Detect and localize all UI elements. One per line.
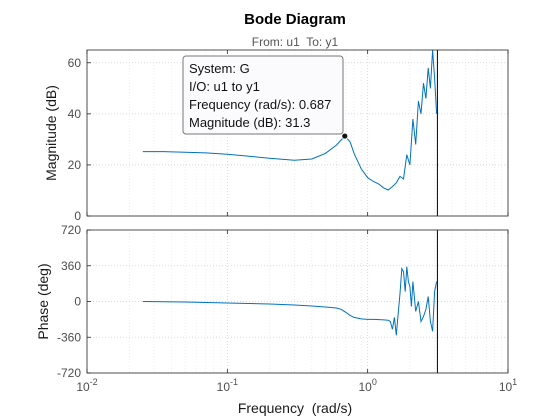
magnitude-y-tick-label: 60 xyxy=(68,56,82,70)
magnitude-y-tick-label: 40 xyxy=(68,107,82,121)
phase-panel: -720 -360 0 360 720 Phase (deg) xyxy=(35,223,508,380)
chart-subtitle: From: u1 To: y1 xyxy=(252,35,339,49)
datatip-line: I/O: u1 to y1 xyxy=(189,79,260,94)
datatip-marker xyxy=(342,133,348,139)
x-tick-label: 100 xyxy=(358,377,376,394)
phase-y-tick-label: 0 xyxy=(74,295,81,309)
magnitude-y-axis-label: Magnitude (dB) xyxy=(43,85,59,181)
datatip-line: System: G xyxy=(189,61,250,76)
phase-y-tick-label: 360 xyxy=(61,259,81,273)
datatip-line: Frequency (rad/s): 0.687 xyxy=(189,97,331,112)
phase-y-tick-label: -720 xyxy=(57,366,81,380)
magnitude-y-tick-label: 20 xyxy=(68,158,82,172)
phase-y-tick-label: -360 xyxy=(57,330,81,344)
chart-title: Bode Diagram xyxy=(244,11,346,28)
x-tick-label: 10-2 xyxy=(76,377,97,394)
phase-y-tick-label: 720 xyxy=(61,223,81,237)
magnitude-y-tick-label: 0 xyxy=(74,209,81,223)
datatip-line: Magnitude (dB): 31.3 xyxy=(189,115,310,130)
phase-y-axis-label: Phase (deg) xyxy=(35,263,51,339)
x-tick-label: 101 xyxy=(499,377,517,394)
x-axis-label: Frequency (rad/s) xyxy=(238,400,352,416)
datatip: System: G I/O: u1 to y1 Frequency (rad/s):… xyxy=(183,56,348,139)
plot-layer: 0 20 40 60 Magnitude (dB) -720 -360 0 360 720 Phas… xyxy=(35,50,517,394)
x-tick-label: 10-1 xyxy=(217,377,238,394)
